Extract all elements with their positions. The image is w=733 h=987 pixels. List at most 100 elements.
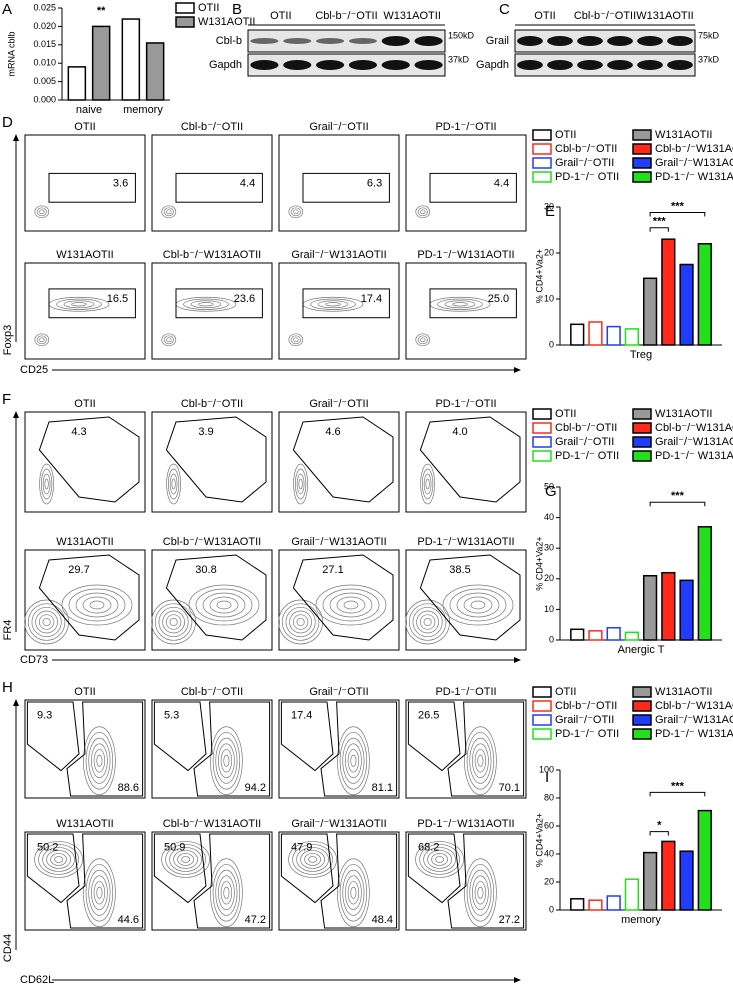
contour	[38, 614, 55, 630]
band	[637, 36, 663, 46]
contour	[223, 754, 230, 767]
contour	[171, 478, 176, 490]
gate	[175, 172, 263, 203]
gate	[320, 701, 398, 797]
y-tick-label: 80	[544, 792, 554, 802]
gate-value: 9.3	[37, 710, 52, 722]
lane-label: W131AOTII	[383, 10, 440, 22]
band	[577, 36, 603, 46]
bar	[606, 895, 621, 911]
significance-bracket	[649, 212, 706, 217]
legend-swatch	[632, 436, 652, 448]
blot-strip	[247, 53, 446, 77]
contour	[463, 596, 493, 614]
lane-label: Cbl-b⁻/⁻OTII	[574, 10, 636, 22]
contour	[466, 732, 495, 790]
arrow-head	[514, 367, 521, 373]
contour	[470, 600, 486, 610]
gate-value: 88.6	[118, 782, 139, 794]
legend-swatch	[632, 129, 652, 141]
contour	[39, 463, 54, 505]
bar	[570, 323, 585, 346]
bar	[697, 243, 712, 346]
contour	[36, 207, 47, 217]
gate-value: 4.3	[71, 426, 86, 438]
x-tick-label: naive	[76, 104, 102, 116]
contour	[419, 844, 460, 875]
lane-label: OTII	[270, 10, 291, 22]
contour	[35, 610, 58, 634]
y-tick-label: 30	[544, 201, 554, 211]
band	[547, 36, 573, 46]
significance-bracket	[649, 791, 706, 797]
contour	[88, 737, 111, 784]
contour	[96, 754, 103, 767]
gate-value: 4.4	[240, 177, 255, 189]
significance-label: ***	[653, 216, 667, 228]
panel-letter: G	[545, 483, 557, 500]
legend-label: Grail⁻/⁻W131AOTII	[655, 436, 733, 448]
contour	[345, 875, 362, 911]
gate	[175, 288, 263, 319]
contour	[39, 337, 45, 343]
contour	[220, 749, 233, 773]
y-tick-label: 50	[544, 481, 554, 491]
legend-label: Cbl-b⁻/⁻W131AOTII	[655, 700, 733, 712]
contour	[161, 333, 177, 347]
legend-swatch	[532, 728, 552, 740]
plot-title: Cbl-b⁻/⁻W131AOTII	[163, 249, 261, 261]
bar	[606, 627, 621, 641]
plot-title: PD-1⁻/⁻OTII	[435, 398, 496, 410]
contour	[168, 468, 180, 500]
contour	[337, 726, 370, 796]
contour	[415, 333, 431, 347]
gate-value: 26.5	[418, 710, 439, 722]
contour	[342, 737, 365, 784]
bar	[570, 628, 585, 641]
legend-label: OTII	[198, 2, 219, 14]
contour	[202, 592, 246, 618]
contour	[188, 584, 260, 626]
y-tick-label: 10	[544, 604, 554, 614]
legend-label: Grail⁻/⁻OTII	[555, 436, 614, 448]
plot-title: Grail⁻/⁻OTII	[309, 398, 368, 410]
contour	[42, 847, 75, 872]
legend-swatch	[632, 143, 652, 155]
gate	[407, 701, 461, 772]
contour	[281, 603, 320, 641]
significance-label: ***	[671, 200, 685, 212]
x-tick-label: memory	[621, 914, 661, 926]
y-tick-label: 0.020	[33, 21, 56, 31]
bar	[697, 526, 712, 641]
gate	[193, 833, 271, 929]
legend-label: W131AOTII	[655, 129, 712, 141]
plot-title: Cbl-b⁻/⁻OTII	[181, 398, 243, 410]
bar	[624, 631, 640, 641]
contour	[423, 473, 432, 495]
x-tick-label: Anergic T	[618, 644, 665, 656]
band	[381, 36, 410, 46]
bar	[642, 851, 658, 911]
contour	[34, 333, 50, 347]
gate-value: 27.2	[499, 914, 520, 926]
x-axis-label: CD25	[20, 364, 48, 376]
y-axis-label: mRNA cblb	[6, 31, 16, 76]
legend-label: PD-1⁻/⁻ OTII	[555, 450, 619, 462]
contour	[342, 869, 365, 916]
contour	[417, 207, 428, 217]
legend-label: Grail⁻/⁻OTII	[555, 714, 614, 726]
gate	[429, 288, 517, 319]
y-tick-label: 20	[544, 573, 554, 583]
y-tick-label: 60	[544, 820, 554, 830]
band	[348, 38, 377, 44]
contour	[220, 881, 233, 905]
band	[283, 60, 312, 70]
legend-swatch	[632, 157, 652, 169]
bar	[642, 277, 658, 346]
contour	[50, 853, 67, 866]
band	[607, 60, 633, 70]
contour	[416, 610, 439, 634]
contour	[216, 600, 232, 610]
blot-strip	[514, 29, 696, 53]
plot-title: OTII	[74, 686, 95, 698]
